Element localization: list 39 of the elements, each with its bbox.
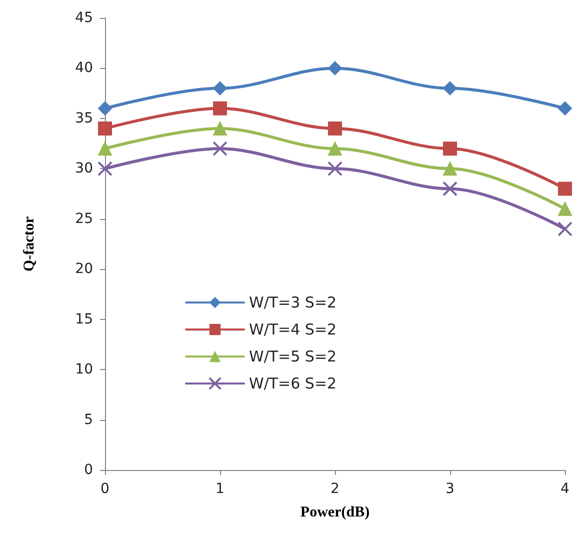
point [328, 161, 342, 176]
y-tick-label: 20 [75, 261, 93, 278]
point [98, 142, 112, 156]
point [213, 81, 227, 96]
x-tick-label: 3 [446, 481, 454, 497]
x-tick-label: 4 [560, 481, 570, 497]
y-tick-label: 45 [75, 10, 93, 26]
point [558, 101, 572, 116]
y-tick-label: 30 [75, 160, 93, 177]
x-tick-label: 2 [330, 481, 340, 497]
x-tick-label: 0 [100, 481, 110, 497]
point [328, 121, 342, 136]
y-tick-label: 25 [75, 210, 93, 227]
legend-label: W/T=3 S=2 [249, 294, 337, 312]
point [443, 81, 457, 96]
y-tick-label: 40 [75, 60, 93, 76]
point [558, 202, 572, 216]
point [443, 162, 457, 176]
legend-label: W/T=5 S=2 [249, 348, 337, 366]
y-tick-label: 35 [75, 110, 93, 126]
y-tick-label: 5 [84, 412, 93, 428]
point [98, 121, 112, 136]
y-tick-label: 15 [75, 311, 93, 328]
x-axis-title: Power(dB) [300, 504, 370, 520]
x-tick-label: 1 [216, 481, 224, 497]
point [328, 142, 342, 156]
point [328, 61, 342, 76]
point [442, 181, 458, 196]
point [213, 121, 227, 136]
legend-label: W/T=4 S=2 [249, 320, 337, 338]
y-axis-title: Q-factor [22, 216, 38, 272]
point [213, 101, 227, 116]
point [212, 141, 228, 156]
point [558, 182, 572, 196]
point [443, 142, 457, 156]
legend-label: W/T=6 S=2 [249, 374, 337, 392]
y-tick-label: 0 [84, 462, 93, 478]
y-tick-label: 10 [75, 362, 93, 378]
point [98, 101, 112, 116]
